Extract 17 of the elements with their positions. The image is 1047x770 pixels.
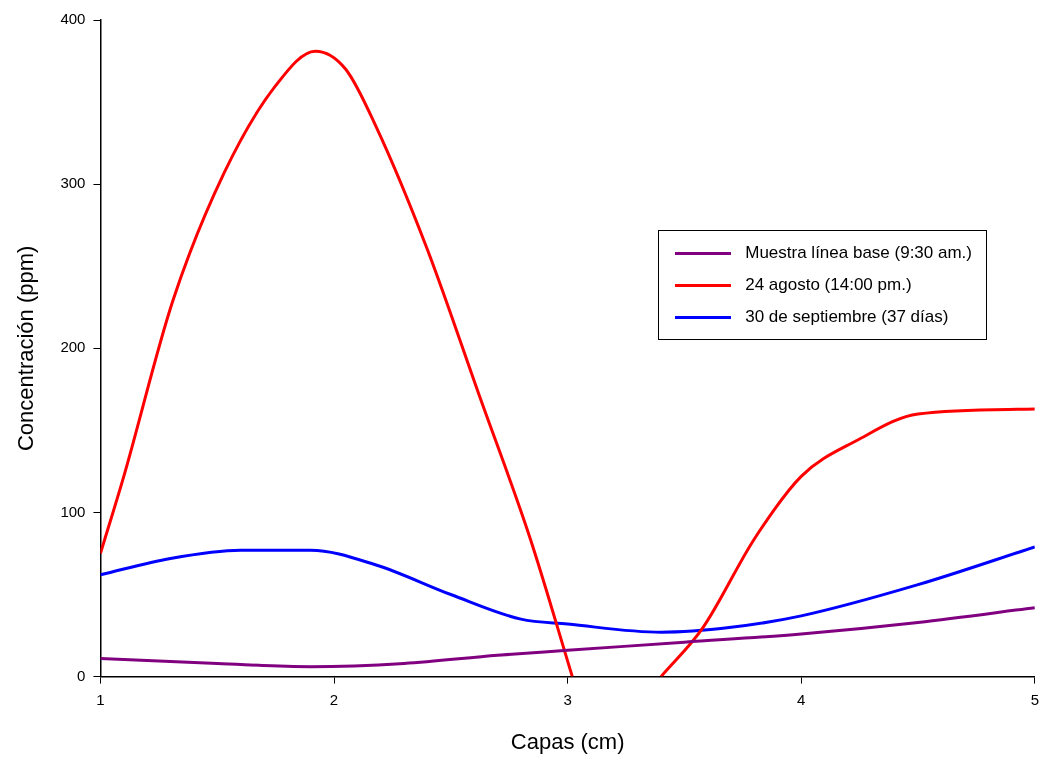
y-axis-title: Concentración (ppm) <box>13 245 39 452</box>
x-tick-label: 3 <box>563 690 572 708</box>
line-series <box>100 606 1035 669</box>
line-series <box>100 545 1035 634</box>
y-tick-label: 200 <box>60 338 86 356</box>
x-tick-label: 1 <box>96 690 105 708</box>
y-tick-label: 300 <box>60 174 86 192</box>
x-tick-label: 2 <box>329 690 339 708</box>
legend-label: Muestra línea base (9:30 am.) <box>745 243 972 263</box>
legend-label: 30 de septiembre (37 días) <box>745 307 949 327</box>
x-tick-label: 5 <box>1030 690 1039 708</box>
y-tick-label: 400 <box>60 10 86 28</box>
y-tick-label: 100 <box>60 502 86 520</box>
legend-label: 24 agosto (14:00 pm.) <box>745 275 912 295</box>
y-tick-label: 0 <box>77 666 86 684</box>
x-axis-title: Capas (cm) <box>510 728 625 754</box>
x-tick-label: 4 <box>797 690 806 708</box>
